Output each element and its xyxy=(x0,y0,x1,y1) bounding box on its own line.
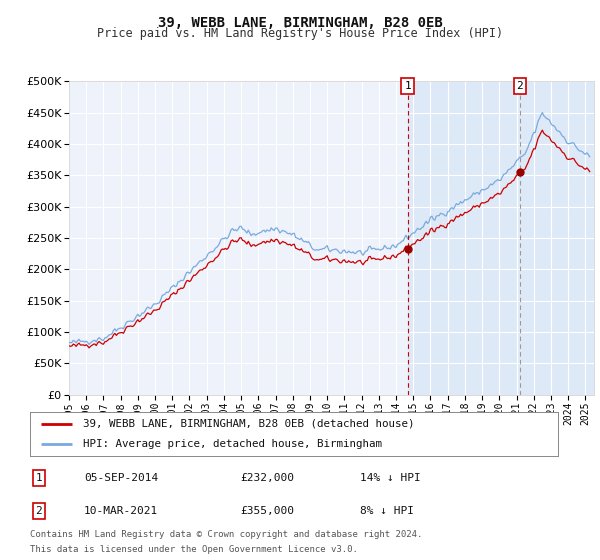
Bar xyxy=(407,81,594,395)
Text: 1: 1 xyxy=(35,473,43,483)
Text: £355,000: £355,000 xyxy=(240,506,294,516)
Text: 2: 2 xyxy=(35,506,43,516)
Text: 14% ↓ HPI: 14% ↓ HPI xyxy=(360,473,421,483)
Text: 05-SEP-2014: 05-SEP-2014 xyxy=(84,473,158,483)
Text: 39, WEBB LANE, BIRMINGHAM, B28 0EB (detached house): 39, WEBB LANE, BIRMINGHAM, B28 0EB (deta… xyxy=(83,419,415,429)
Text: This data is licensed under the Open Government Licence v3.0.: This data is licensed under the Open Gov… xyxy=(30,545,358,554)
Text: 8% ↓ HPI: 8% ↓ HPI xyxy=(360,506,414,516)
Text: Price paid vs. HM Land Registry's House Price Index (HPI): Price paid vs. HM Land Registry's House … xyxy=(97,27,503,40)
Text: 10-MAR-2021: 10-MAR-2021 xyxy=(84,506,158,516)
Text: £232,000: £232,000 xyxy=(240,473,294,483)
Text: 39, WEBB LANE, BIRMINGHAM, B28 0EB: 39, WEBB LANE, BIRMINGHAM, B28 0EB xyxy=(158,16,442,30)
Text: Contains HM Land Registry data © Crown copyright and database right 2024.: Contains HM Land Registry data © Crown c… xyxy=(30,530,422,539)
Text: HPI: Average price, detached house, Birmingham: HPI: Average price, detached house, Birm… xyxy=(83,439,382,449)
Text: 2: 2 xyxy=(517,81,523,91)
Text: 1: 1 xyxy=(404,81,411,91)
